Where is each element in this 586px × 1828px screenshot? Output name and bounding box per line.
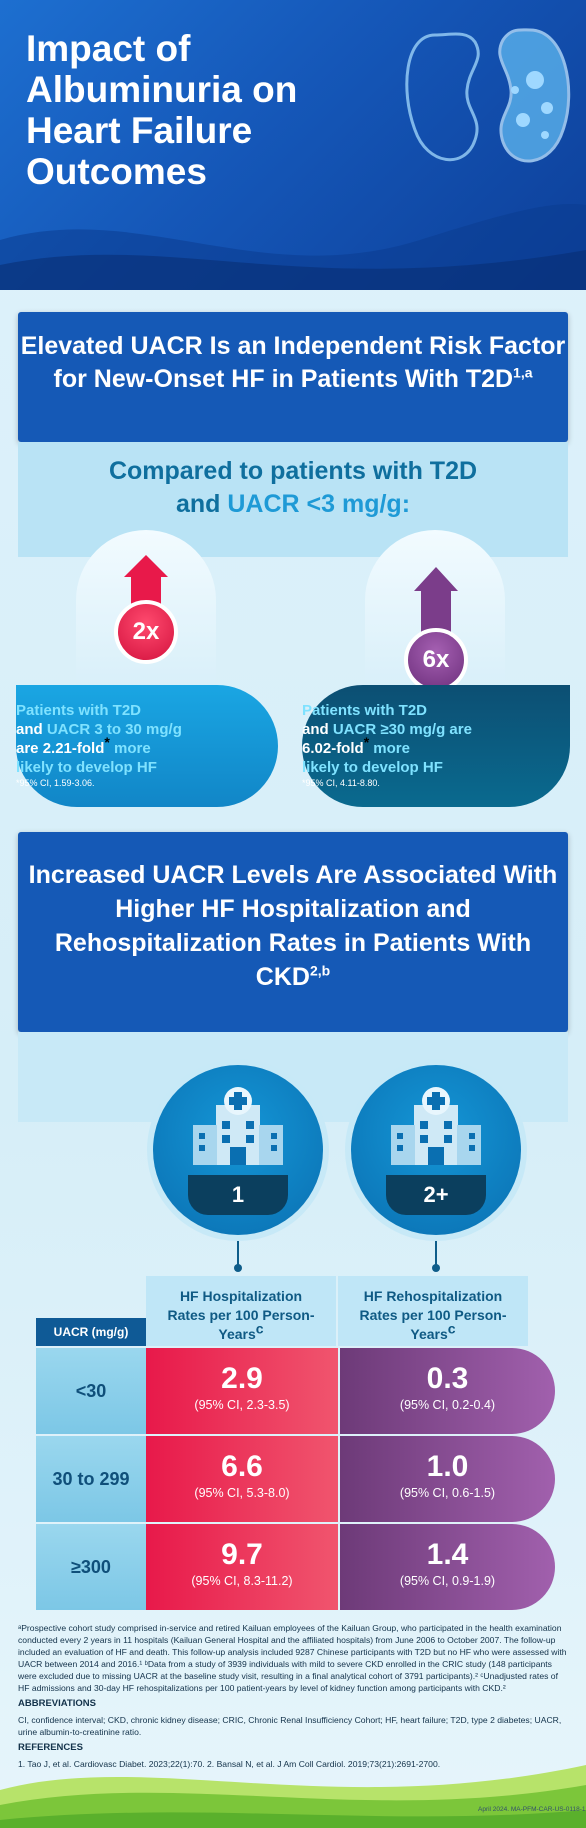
card2-pill: Patients with T2D and UACR ≥30 mg/g are …: [302, 685, 570, 807]
rehosp-rate-value: 1.4: [426, 1538, 469, 1571]
card1-line3: are 2.21-fold: [16, 740, 105, 757]
card2-line3-sup: *: [363, 734, 370, 750]
footnotes: ᵃProspective cohort study comprised in-s…: [18, 1622, 570, 1774]
hosp-rate-cell: 9.7 (95% CI, 8.3-11.2): [146, 1524, 338, 1610]
abbrev-text: CI, confidence interval; CKD, chronic ki…: [18, 1715, 562, 1737]
compare-line1: Compared to patients with T2D: [108, 457, 478, 485]
card1-line3-sup: *: [104, 734, 110, 750]
card1-badge: 2x: [114, 600, 178, 664]
card1-line3-suffix: more: [109, 740, 151, 757]
section2-title-sup: 2,b: [309, 962, 331, 979]
section1-title: Elevated UACR Is an Independent Risk Fac…: [20, 332, 566, 393]
card2-line3: 6.02-fold: [302, 740, 364, 757]
hospital-icon: [391, 1087, 481, 1165]
col2-header-sup: c: [447, 1320, 456, 1337]
rehosp-rate-ci: (95% CI, 0.2-0.4): [399, 1398, 496, 1412]
hosp-rate-value: 2.9: [221, 1362, 263, 1395]
card2-line4: likely to develop HF: [302, 759, 443, 776]
hosp-rate-cell: 6.6 (95% CI, 5.3-8.0): [146, 1436, 338, 1522]
connector-dot-1: [234, 1264, 242, 1272]
col1-header-sup: c: [255, 1320, 264, 1337]
hosp-rate-value: 9.7: [221, 1538, 263, 1571]
footer-swoosh-graphic: [0, 1765, 586, 1828]
hospital-icon: [193, 1087, 283, 1165]
hosp-rate-cell: 2.9 (95% CI, 2.3-3.5): [146, 1348, 338, 1434]
card1-line2-uacr: UACR 3 to 30 mg/g: [46, 721, 182, 738]
connector-line-2: [435, 1241, 437, 1267]
col-header-hospitalization: HF Hospitalization Rates per 100 Person-…: [146, 1276, 336, 1346]
references-text: 1. Tao J, et al. Cardiovasc Diabet. 2023…: [18, 1759, 441, 1769]
row-label: ≥300: [36, 1524, 146, 1610]
card1-line4: likely to develop HF: [16, 759, 157, 776]
connector-line-1: [237, 1241, 239, 1267]
header-banner: Impact of Albuminuria on Heart Failure O…: [0, 0, 586, 290]
hospital-circle-2: 2+: [351, 1065, 521, 1235]
references-title: REFERENCES: [18, 1742, 83, 1753]
col-header-rehospitalization: HF Rehospitalization Rates per 100 Perso…: [338, 1276, 528, 1346]
row-label: 30 to 299: [36, 1436, 146, 1522]
hosp-rate-value: 6.6: [221, 1450, 263, 1483]
connector-dot-2: [432, 1264, 440, 1272]
rehosp-rate-value: 1.0: [426, 1450, 469, 1483]
card1-line1: Patients with T2D: [16, 702, 142, 719]
up-arrow-icon-red: [124, 555, 168, 577]
section1-title-sup: 1,a: [513, 364, 533, 381]
card2-line3-suffix: more: [369, 740, 410, 757]
abbrev-title: ABBREVIATIONS: [18, 1698, 96, 1709]
job-code: April 2024. MA-PFM-CAR-US-0118-1: [478, 1806, 586, 1813]
section2-title: Increased UACR Levels Are Associated Wit…: [28, 861, 558, 991]
header-wave-graphic: [0, 204, 586, 290]
compare-text: Compared to patients with T2D and UACR <…: [18, 455, 568, 521]
page-title: Impact of Albuminuria on Heart Failure O…: [26, 28, 298, 192]
compare-uacr: UACR <3 mg/g:: [227, 490, 411, 518]
kidney-icon: [405, 28, 571, 163]
card2-line2-prefix: and: [302, 721, 333, 738]
rehosp-rate-ci: (95% CI, 0.9-1.9): [399, 1574, 496, 1588]
section1-title-banner: Elevated UACR Is an Independent Risk Fac…: [18, 312, 568, 442]
rehosp-rate-ci: (95% CI, 0.6-1.5): [399, 1486, 496, 1500]
card2-line2-uacr: UACR ≥30 mg/g are: [332, 721, 472, 738]
card1-line2-prefix: and: [16, 721, 47, 738]
card2-line1: Patients with T2D: [302, 702, 428, 719]
compare-and: and: [175, 490, 228, 518]
compare-band: [18, 442, 568, 557]
col2-header-text: HF Rehospitalization Rates per 100 Perso…: [359, 1288, 507, 1342]
hosp-rate-ci: (95% CI, 8.3-11.2): [191, 1574, 293, 1588]
card2-badge: 6x: [404, 628, 468, 692]
hospital-number-2: 2+: [386, 1175, 486, 1215]
rehosp-rate-cell: 1.4 (95% CI, 0.9-1.9): [340, 1524, 555, 1610]
uacr-header: UACR (mg/g): [36, 1318, 146, 1346]
up-arrow-icon-purple: [414, 567, 458, 591]
hospital-circle-1: 1: [153, 1065, 323, 1235]
rehosp-rate-cell: 0.3 (95% CI, 0.2-0.4): [340, 1348, 555, 1434]
card1-pill: Patients with T2D and UACR 3 to 30 mg/g …: [16, 685, 278, 807]
col1-header-text: HF Hospitalization Rates per 100 Person-…: [167, 1288, 315, 1342]
row-label: <30: [36, 1348, 146, 1434]
hosp-rate-ci: (95% CI, 5.3-8.0): [194, 1486, 290, 1500]
footnote-text: ᵃProspective cohort study comprised in-s…: [18, 1623, 567, 1693]
hosp-rate-ci: (95% CI, 2.3-3.5): [194, 1398, 290, 1412]
card1-ci: *95% CI, 1.59-3.06.: [16, 778, 95, 788]
card2-ci: *95% CI, 4.11-8.80.: [302, 778, 380, 788]
hospital-number-1: 1: [188, 1175, 288, 1215]
section2-title-banner: Increased UACR Levels Are Associated Wit…: [18, 832, 568, 1032]
rehosp-rate-value: 0.3: [426, 1362, 469, 1395]
rehosp-rate-cell: 1.0 (95% CI, 0.6-1.5): [340, 1436, 555, 1522]
